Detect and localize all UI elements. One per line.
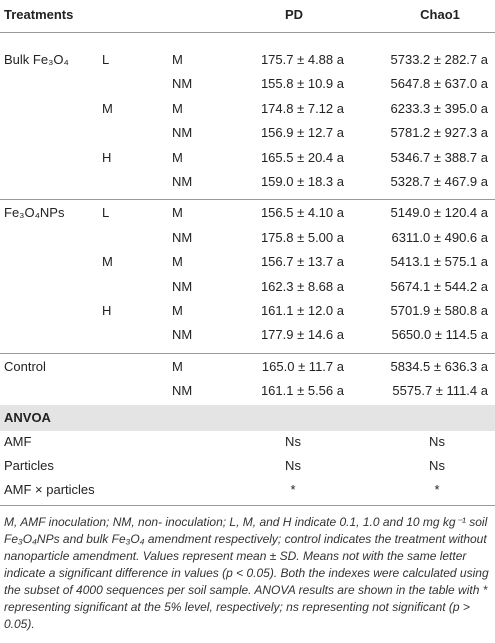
inoculation: NM xyxy=(172,125,193,141)
inoculation: M xyxy=(172,205,183,221)
chao1-value: 5701.9 ± 580.8 a xyxy=(390,303,489,318)
chao1-value: 5413.1 ± 575.1 a xyxy=(390,254,489,270)
anova-label: AMF × particles xyxy=(4,482,95,497)
header-rule xyxy=(0,32,495,33)
inoculation: M xyxy=(172,52,183,67)
inoculation: NM xyxy=(172,76,193,92)
chao1-value: 5781.2 ± 927.3 a xyxy=(390,125,489,141)
inoculation: M xyxy=(172,254,183,270)
anova-pd: Ns xyxy=(285,434,301,449)
treatment: Bulk Fe₃O₄ xyxy=(4,52,69,67)
anova-chao1: Ns xyxy=(429,434,445,449)
inoculation: NM xyxy=(172,327,193,343)
chao1-value: 5647.8 ± 637.0 a xyxy=(390,76,489,92)
anova-chao1: * xyxy=(434,482,440,497)
inoculation: NM xyxy=(172,229,193,245)
pd-value: 156.7 ± 13.7 a xyxy=(260,254,344,270)
header-cell: Treatments xyxy=(4,7,74,22)
anova-pd: * xyxy=(290,482,296,497)
level: L xyxy=(102,52,110,67)
anova-label: Particles xyxy=(4,458,54,473)
level: L xyxy=(102,205,110,221)
header-cell: PD xyxy=(284,7,304,22)
anova-pd: Ns xyxy=(285,458,301,473)
pd-value: 174.8 ± 7.12 a xyxy=(260,100,344,116)
chao1-value: 6311.0 ± 490.6 a xyxy=(391,229,488,245)
level: H xyxy=(102,149,112,165)
pd-value: 162.3 ± 8.68 a xyxy=(260,278,344,294)
pd-value: 165.5 ± 20.4 a xyxy=(260,149,344,165)
pd-value: 155.8 ± 10.9 a xyxy=(260,76,344,92)
pd-value: 159.0 ± 18.3 a xyxy=(260,174,344,189)
chao1-value: 5674.1 ± 544.2 a xyxy=(390,278,489,294)
anova-title: ANVOA xyxy=(4,410,51,425)
anova-chao1: Ns xyxy=(429,458,445,473)
group-rule xyxy=(0,352,495,354)
inoculation: NM xyxy=(172,278,193,294)
anova-label: AMF xyxy=(4,434,32,449)
chao1-value: 5328.7 ± 467.9 a xyxy=(390,174,489,189)
inoculation: NM xyxy=(172,174,193,189)
inoculation: M xyxy=(172,303,183,318)
pd-value: 165.0 ± 11.7 a xyxy=(261,358,344,374)
inoculation: M xyxy=(172,100,183,116)
pd-value: 156.5 ± 4.10 a xyxy=(260,205,344,221)
treatment: Control xyxy=(4,358,46,374)
chao1-value: 6233.3 ± 395.0 a xyxy=(390,100,489,116)
chao1-value: 5834.5 ± 636.3 a xyxy=(390,358,489,374)
inoculation: NM xyxy=(172,383,193,399)
bottom-rule xyxy=(0,505,495,506)
footnote: M, AMF inoculation; NM, non- inoculation… xyxy=(4,515,489,631)
group-rule xyxy=(0,199,495,201)
pd-value: 175.7 ± 4.88 a xyxy=(260,52,344,67)
pd-value: 175.8 ± 5.00 a xyxy=(260,229,344,245)
anova-band xyxy=(0,405,495,431)
inoculation: M xyxy=(172,358,183,374)
chao1-value: 5346.7 ± 388.7 a xyxy=(390,149,489,165)
chao1-value: 5149.0 ± 120.4 a xyxy=(390,205,489,221)
pd-value: 161.1 ± 5.56 a xyxy=(260,383,344,399)
pd-value: 161.1 ± 12.0 a xyxy=(260,303,344,318)
chao1-value: 5575.7 ± 111.4 a xyxy=(392,383,488,399)
pd-value: 177.9 ± 14.6 a xyxy=(260,327,344,343)
inoculation: M xyxy=(172,149,183,165)
treatment: Fe₃O₄NPs xyxy=(4,205,65,221)
level: M xyxy=(102,100,113,116)
level: M xyxy=(102,254,113,270)
chao1-value: 5650.0 ± 114.5 a xyxy=(391,327,488,343)
chao1-value: 5733.2 ± 282.7 a xyxy=(390,52,489,67)
header-cell: Chao1 xyxy=(420,7,460,22)
pd-value: 156.9 ± 12.7 a xyxy=(260,125,344,141)
level: H xyxy=(102,303,112,318)
